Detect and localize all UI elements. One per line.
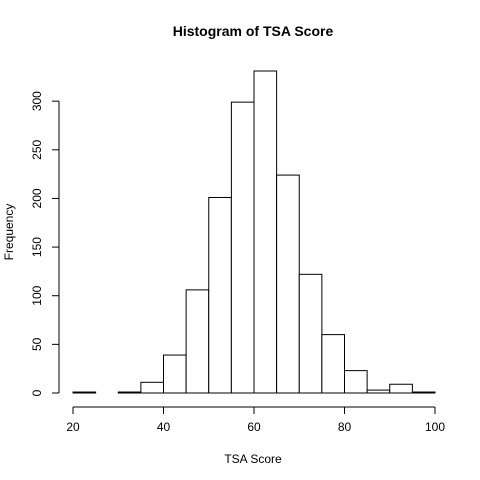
histogram-bar bbox=[411, 391, 436, 394]
y-tick-label: 300 bbox=[30, 91, 44, 111]
histogram-bar bbox=[140, 381, 164, 394]
histogram-bar bbox=[185, 289, 210, 394]
histogram-bar bbox=[117, 391, 142, 394]
histogram-bar bbox=[321, 334, 345, 394]
y-axis-label: Frequency bbox=[2, 204, 16, 261]
x-tick-label: 100 bbox=[425, 420, 445, 434]
histogram-bar bbox=[208, 196, 232, 394]
histogram-bar bbox=[253, 70, 278, 394]
histogram-bar bbox=[163, 354, 187, 394]
x-axis: 20 40 60 80 100 bbox=[66, 406, 445, 434]
bars-group bbox=[72, 70, 436, 394]
x-tick-label: 40 bbox=[157, 420, 171, 434]
histogram-bar bbox=[389, 383, 413, 394]
y-tick-label: 0 bbox=[30, 389, 44, 396]
x-tick-label: 20 bbox=[66, 420, 80, 434]
y-tick-label: 150 bbox=[30, 237, 44, 257]
chart-title: Histogram of TSA Score bbox=[173, 23, 334, 39]
y-tick-label: 250 bbox=[30, 139, 44, 159]
x-axis-label: TSA Score bbox=[224, 452, 282, 466]
x-tick-label: 80 bbox=[338, 420, 352, 434]
y-tick-label: 100 bbox=[30, 285, 44, 305]
histogram-bar bbox=[72, 391, 97, 394]
histogram-bar bbox=[230, 101, 255, 394]
histogram-bar bbox=[298, 273, 323, 394]
x-tick-label: 60 bbox=[247, 420, 261, 434]
y-axis: 0 50 100 150 200 250 300 bbox=[30, 91, 60, 396]
histogram-bar bbox=[366, 389, 391, 394]
y-tick-label: 200 bbox=[30, 188, 44, 208]
histogram-bar bbox=[276, 174, 300, 394]
y-tick-label: 50 bbox=[30, 337, 44, 351]
histogram-bar bbox=[344, 370, 368, 394]
